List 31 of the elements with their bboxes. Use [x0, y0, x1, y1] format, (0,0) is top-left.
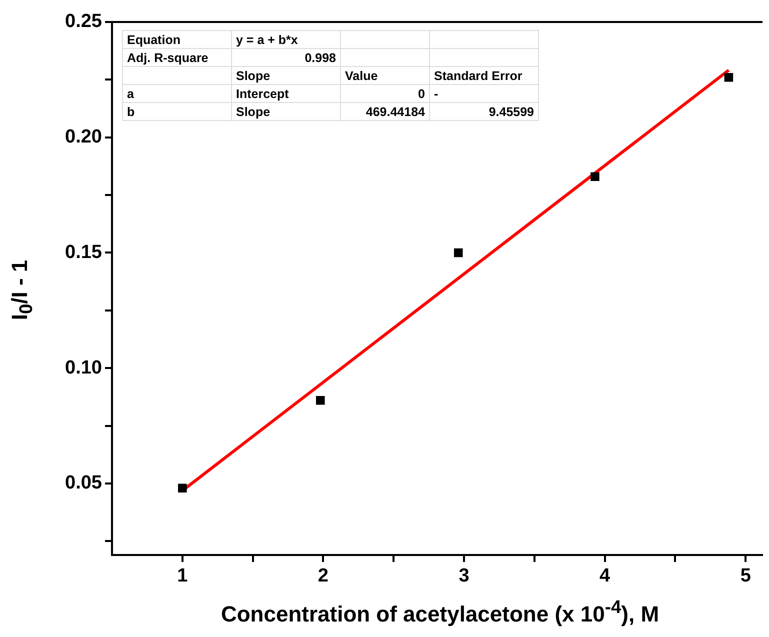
annotation: y = a + b*x	[232, 30, 340, 48]
x-tick-label: 2	[318, 566, 328, 587]
point	[454, 248, 463, 258]
y-tick-label: 0.25	[65, 11, 102, 32]
annotation: Equation	[122, 30, 232, 48]
point	[724, 72, 734, 82]
y-tick-label: 0.15	[65, 242, 102, 263]
x-tick-label: 3	[458, 566, 470, 587]
annotation: 9.45599	[430, 102, 538, 120]
annotation: 0.998	[232, 48, 340, 66]
annotation: b	[122, 102, 232, 120]
annotation: 0	[340, 84, 430, 102]
annotation: Value	[340, 66, 430, 84]
annotation: Slope	[232, 102, 340, 120]
x-axis-title: Concentration of acetylacetone (x 10$^{-4}$), M	[220, 596, 660, 628]
point	[178, 484, 187, 492]
annotation: Standard Error	[430, 66, 538, 84]
annotation: -	[430, 84, 538, 102]
y-tick-label: 0.05	[65, 472, 102, 494]
x-tick-label: 4	[600, 566, 611, 587]
y-tick-label: 0.10	[65, 357, 102, 378]
x-tick-label: 1	[177, 566, 188, 587]
x-tick-label: 5	[740, 566, 752, 587]
point	[316, 396, 325, 405]
annotation: a	[122, 84, 232, 102]
point	[590, 172, 600, 181]
annotation: Adj. R-square	[122, 48, 232, 66]
annotation: Slope	[232, 66, 340, 84]
y-tick-label: 0.20	[65, 126, 102, 148]
annotation: Intercept	[232, 84, 340, 102]
annotation: 469.44184	[340, 102, 430, 120]
